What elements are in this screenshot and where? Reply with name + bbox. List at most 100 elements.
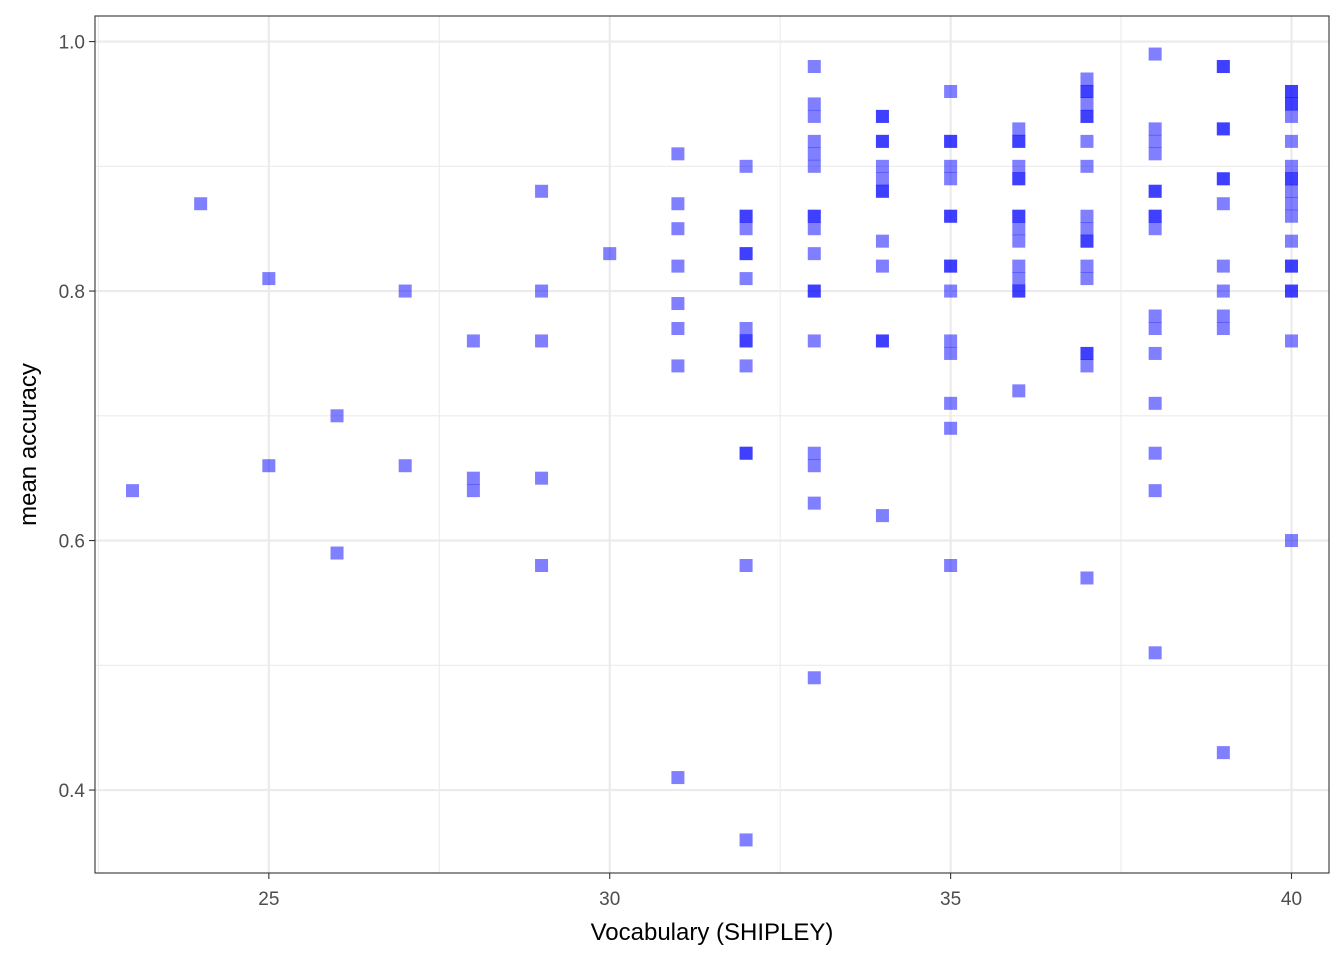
- data-point: [944, 346, 958, 360]
- y-tick-label: 0.6: [59, 532, 85, 553]
- data-point: [671, 359, 685, 373]
- data-point: [1216, 122, 1230, 136]
- data-point: [1216, 172, 1230, 186]
- data-point: [1148, 321, 1162, 335]
- data-point: [944, 396, 958, 410]
- panel-border: [94, 15, 1330, 874]
- data-point: [739, 247, 753, 261]
- y-tick-label: 0.4: [59, 781, 86, 802]
- data-point: [1080, 346, 1094, 360]
- data-point: [330, 409, 344, 423]
- data-point: [807, 159, 821, 173]
- data-point: [1148, 309, 1162, 323]
- data-point: [1285, 234, 1298, 248]
- data-point: [1080, 234, 1094, 248]
- data-point: [1216, 60, 1230, 74]
- data-point: [807, 109, 821, 123]
- data-point: [739, 334, 753, 348]
- data-point: [1148, 396, 1162, 410]
- data-point: [1285, 197, 1298, 211]
- data-point: [1285, 97, 1298, 111]
- data-point: [1285, 184, 1298, 198]
- data-point: [739, 833, 753, 847]
- data-point: [466, 471, 480, 485]
- data-point: [1285, 284, 1298, 298]
- data-point: [875, 109, 889, 123]
- data-point: [1216, 284, 1230, 298]
- data-point: [807, 671, 821, 685]
- data-point: [944, 209, 958, 223]
- data-point: [807, 222, 821, 236]
- data-point: [262, 272, 276, 286]
- data-point: [1080, 259, 1094, 273]
- data-point: [807, 209, 821, 223]
- data-point: [1216, 197, 1230, 211]
- x-axis-title: Vocabulary (SHIPLEY): [591, 919, 834, 946]
- data-point: [1012, 234, 1026, 248]
- x-axis: 25 30 35 40: [258, 873, 1302, 910]
- data-point: [671, 771, 685, 785]
- data-point: [398, 284, 412, 298]
- data-point: [1012, 272, 1026, 286]
- data-point: [944, 259, 958, 273]
- data-point: [1012, 134, 1026, 148]
- data-point: [944, 559, 958, 572]
- major-gridlines: [95, 16, 1329, 873]
- data-point: [1285, 259, 1298, 273]
- data-point: [807, 147, 821, 161]
- data-point: [1012, 159, 1026, 173]
- data-point: [671, 197, 685, 211]
- data-point: [603, 247, 617, 261]
- data-point: [875, 234, 889, 248]
- x-tick-label: 25: [258, 889, 279, 910]
- data-point: [194, 197, 208, 211]
- data-point: [535, 284, 549, 298]
- data-point: [1285, 209, 1298, 223]
- data-point: [1148, 147, 1162, 161]
- data-point: [944, 84, 958, 98]
- data-point: [1012, 259, 1026, 273]
- data-point: [1148, 646, 1162, 660]
- data-point: [1285, 84, 1298, 98]
- data-point: [1285, 134, 1298, 148]
- data-point: [807, 97, 821, 111]
- data-point: [1080, 209, 1094, 223]
- minor-gridlines: [95, 16, 1329, 873]
- y-axis: 0.4 0.6 0.8 1.0: [59, 33, 95, 802]
- data-point: [944, 284, 958, 298]
- data-point: [875, 172, 889, 186]
- data-point: [1148, 184, 1162, 198]
- data-point: [1080, 571, 1094, 585]
- data-point: [807, 459, 821, 473]
- data-point: [1216, 309, 1230, 323]
- data-point: [1216, 321, 1230, 335]
- data-point: [944, 134, 958, 148]
- data-point: [944, 334, 958, 348]
- data-point: [875, 509, 889, 523]
- data-point: [875, 259, 889, 273]
- data-point: [1012, 209, 1026, 223]
- data-point: [1148, 484, 1162, 498]
- data-point: [739, 209, 753, 223]
- data-point: [535, 559, 549, 572]
- data-point: [1285, 334, 1298, 348]
- data-point: [807, 496, 821, 510]
- data-points: [126, 47, 1298, 847]
- data-point: [671, 259, 685, 273]
- data-point: [807, 60, 821, 74]
- data-point: [1148, 209, 1162, 223]
- data-point: [875, 334, 889, 348]
- data-point: [262, 459, 276, 473]
- data-point: [535, 184, 549, 198]
- y-tick-label: 1.0: [59, 33, 85, 54]
- data-point: [1285, 534, 1298, 548]
- data-point: [1080, 109, 1094, 123]
- data-point: [126, 484, 139, 498]
- data-point: [739, 559, 753, 572]
- data-point: [1216, 259, 1230, 273]
- data-point: [807, 446, 821, 460]
- data-point: [739, 321, 753, 335]
- data-point: [807, 134, 821, 148]
- data-point: [671, 147, 685, 161]
